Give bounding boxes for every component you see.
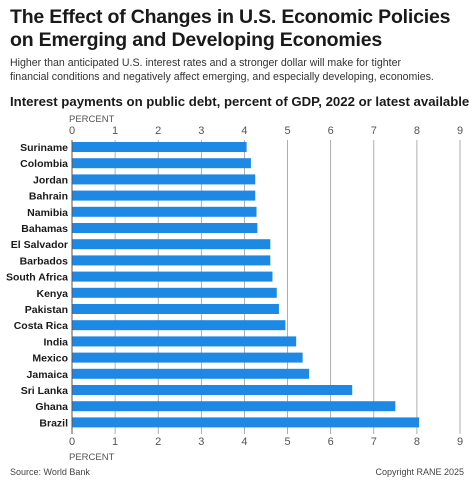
chart-title: Interest payments on public debt, percen… — [10, 94, 470, 109]
x-tick-label-top: 8 — [414, 125, 420, 137]
source-note: Source: World Bank — [10, 467, 90, 477]
bar — [72, 190, 256, 201]
subtitle-line-2: financial conditions and negatively affe… — [10, 70, 434, 83]
x-tick-label-bottom: 8 — [414, 436, 420, 448]
category-label: Suriname — [20, 142, 68, 154]
category-label: Bahamas — [21, 223, 68, 235]
bar — [72, 304, 279, 314]
x-tick-label-top: 0 — [69, 125, 75, 137]
bar — [72, 174, 256, 185]
copyright-note: Copyright RANE 2025 — [375, 467, 464, 477]
x-axis-label-top: PERCENT — [69, 114, 115, 125]
bar — [72, 255, 271, 266]
category-label: Namibia — [27, 207, 68, 219]
x-tick-label-top: 4 — [241, 125, 247, 137]
title-line-1: The Effect of Changes in U.S. Economic P… — [10, 6, 451, 28]
x-tick-label-top: 3 — [198, 125, 204, 137]
x-tick-label-bottom: 0 — [69, 436, 75, 448]
category-label: India — [43, 336, 68, 348]
x-tick-label-top: 2 — [155, 125, 161, 137]
x-tick-label-top: 7 — [371, 125, 377, 137]
bar — [72, 352, 303, 363]
bar — [72, 142, 247, 152]
x-tick-label-top: 1 — [112, 125, 118, 137]
x-tick-label-bottom: 2 — [155, 436, 161, 448]
bar — [72, 320, 286, 331]
category-label: Colombia — [20, 158, 68, 170]
x-tick-label-top: 5 — [284, 125, 290, 137]
bar — [72, 417, 420, 428]
category-label: Kenya — [36, 288, 68, 300]
category-label: South Africa — [6, 272, 68, 284]
x-tick-label-bottom: 7 — [371, 436, 377, 448]
bar — [72, 239, 271, 250]
category-label: Bahrain — [29, 191, 68, 203]
bar — [72, 206, 257, 217]
bar — [72, 158, 251, 169]
bar — [72, 385, 353, 395]
bar — [72, 336, 297, 347]
category-label: Sri Lanka — [21, 385, 68, 397]
category-label: Ghana — [35, 401, 68, 413]
bar — [72, 287, 277, 298]
x-tick-label-bottom: 4 — [241, 436, 247, 448]
category-label: El Salvador — [11, 239, 68, 251]
x-axis-label-bottom: PERCENT — [69, 452, 115, 463]
x-tick-label-bottom: 1 — [112, 436, 118, 448]
category-label: Barbados — [20, 255, 69, 267]
title-line-2: on Emerging and Developing Economies — [10, 29, 383, 51]
category-label: Jordan — [33, 174, 68, 186]
bar — [72, 368, 310, 379]
x-tick-label-bottom: 6 — [328, 436, 334, 448]
x-tick-label-bottom: 9 — [457, 436, 463, 448]
x-tick-label-bottom: 5 — [284, 436, 290, 448]
page-subtitle: Higher than anticipated U.S. interest ra… — [10, 57, 470, 84]
category-label: Costa Rica — [14, 320, 68, 332]
bar — [72, 223, 258, 233]
bar — [72, 271, 273, 282]
page-title: The Effect of Changes in U.S. Economic P… — [10, 6, 470, 52]
bar — [72, 401, 396, 412]
category-label: Pakistan — [25, 304, 68, 316]
subtitle-line-1: Higher than anticipated U.S. interest ra… — [10, 57, 401, 69]
x-tick-label-top: 6 — [328, 125, 334, 137]
x-tick-label-top: 9 — [457, 125, 463, 137]
x-tick-label-bottom: 3 — [198, 436, 204, 448]
category-label: Jamaica — [27, 369, 69, 381]
category-label: Brazil — [39, 417, 68, 429]
category-label: Mexico — [32, 353, 68, 365]
